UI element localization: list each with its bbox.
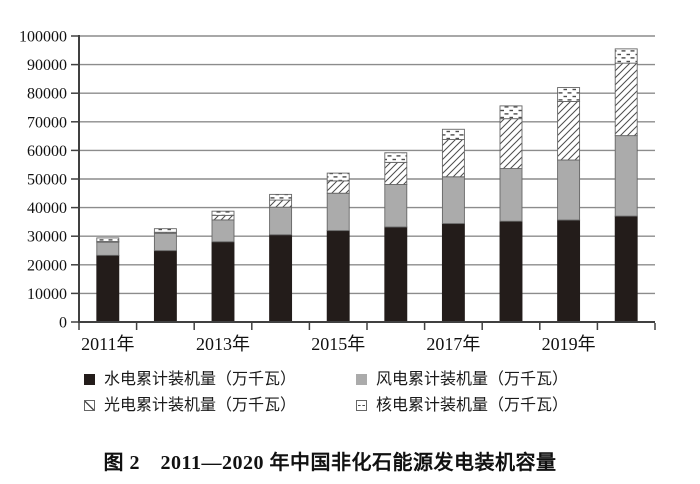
y-axis-label: 70000 <box>27 114 67 131</box>
bar-segment <box>499 168 523 222</box>
bar-segment <box>499 220 523 323</box>
y-axis-label: 40000 <box>27 200 67 217</box>
bar-segment <box>211 214 235 221</box>
y-axis-label: 60000 <box>27 143 67 160</box>
bar-segment <box>153 228 177 233</box>
legend-label-nuclear: 核电累计装机量（万千瓦） <box>376 397 569 414</box>
bar-segment <box>441 223 465 323</box>
figure-caption: 图 2 2011—2020 年中国非化石能源发电装机容量 <box>103 452 557 474</box>
wind-swatch-icon <box>356 374 367 385</box>
legend-item-wind: 风电累计装机量（万千瓦） <box>356 370 568 389</box>
bar-segment <box>96 254 120 323</box>
bar-segment <box>384 152 408 163</box>
bar-segment <box>326 192 350 232</box>
bar-segment <box>269 206 293 236</box>
bar-segment <box>211 219 235 243</box>
bar-segment <box>557 159 581 221</box>
bar-segment <box>499 118 523 170</box>
y-axis-label: 90000 <box>27 57 67 74</box>
bar-segment <box>269 199 293 208</box>
solar-swatch-icon <box>84 400 95 411</box>
bar-segment <box>269 193 293 201</box>
bar-segment <box>326 172 350 182</box>
bar-segment <box>614 135 638 217</box>
bar-segment <box>326 180 350 194</box>
legend-label-hydro: 水电累计装机量（万千瓦） <box>104 371 297 388</box>
bar-segment <box>614 48 638 64</box>
chart-legend: 水电累计装机量（万千瓦） 风电累计装机量（万千瓦） 光电累计装机量（万千瓦） 核… <box>84 370 568 415</box>
bar-segment <box>96 241 120 256</box>
bar-segment <box>269 234 293 323</box>
bar-segment <box>153 250 177 323</box>
x-axis-label: 2019年 <box>542 334 596 354</box>
y-axis-label: 80000 <box>27 86 67 103</box>
capacity-stacked-bar-chart: 0 10000 20000 30000 40000 50000 60000 70000 8000… <box>19 29 656 354</box>
bar-segment <box>441 176 465 225</box>
bar-segment <box>96 237 120 242</box>
bar-segment <box>384 226 408 323</box>
bar-segment <box>384 161 408 185</box>
bar-segment <box>441 139 465 178</box>
bar-segment <box>153 232 177 252</box>
bar-segment <box>557 87 581 102</box>
y-axis-label: 20000 <box>27 257 67 274</box>
bar-segment <box>557 101 581 161</box>
nuclear-swatch-icon <box>356 400 367 411</box>
legend-label-solar: 光电累计装机量（万千瓦） <box>104 397 297 414</box>
x-axis-label: 2013年 <box>196 334 250 354</box>
x-axis-label: 2015年 <box>311 334 365 354</box>
x-axis-label: 2017年 <box>426 334 480 354</box>
y-axis-label: 100000 <box>19 29 67 46</box>
y-axis-label: 30000 <box>27 229 67 246</box>
y-axis-label: 50000 <box>27 172 67 189</box>
bar-segment <box>614 215 638 323</box>
bar-segment <box>499 105 523 120</box>
bar-segment <box>211 241 235 323</box>
legend-item-hydro: 水电累计装机量（万千瓦） <box>84 370 356 389</box>
bar-segment <box>326 230 350 323</box>
bar-segment <box>211 210 235 216</box>
hydro-swatch-icon <box>84 374 95 385</box>
legend-label-wind: 风电累计装机量（万千瓦） <box>376 371 569 388</box>
legend-item-solar: 光电累计装机量（万千瓦） <box>84 396 356 415</box>
bar-segment <box>557 219 581 323</box>
bar-segment <box>441 128 465 140</box>
y-axis-label: 0 <box>59 315 67 332</box>
legend-item-nuclear: 核电累计装机量（万千瓦） <box>356 396 568 415</box>
x-axis-label: 2011年 <box>81 334 134 354</box>
bar-segment <box>614 62 638 137</box>
bar-segment <box>384 184 408 228</box>
y-axis-label: 10000 <box>27 286 67 303</box>
